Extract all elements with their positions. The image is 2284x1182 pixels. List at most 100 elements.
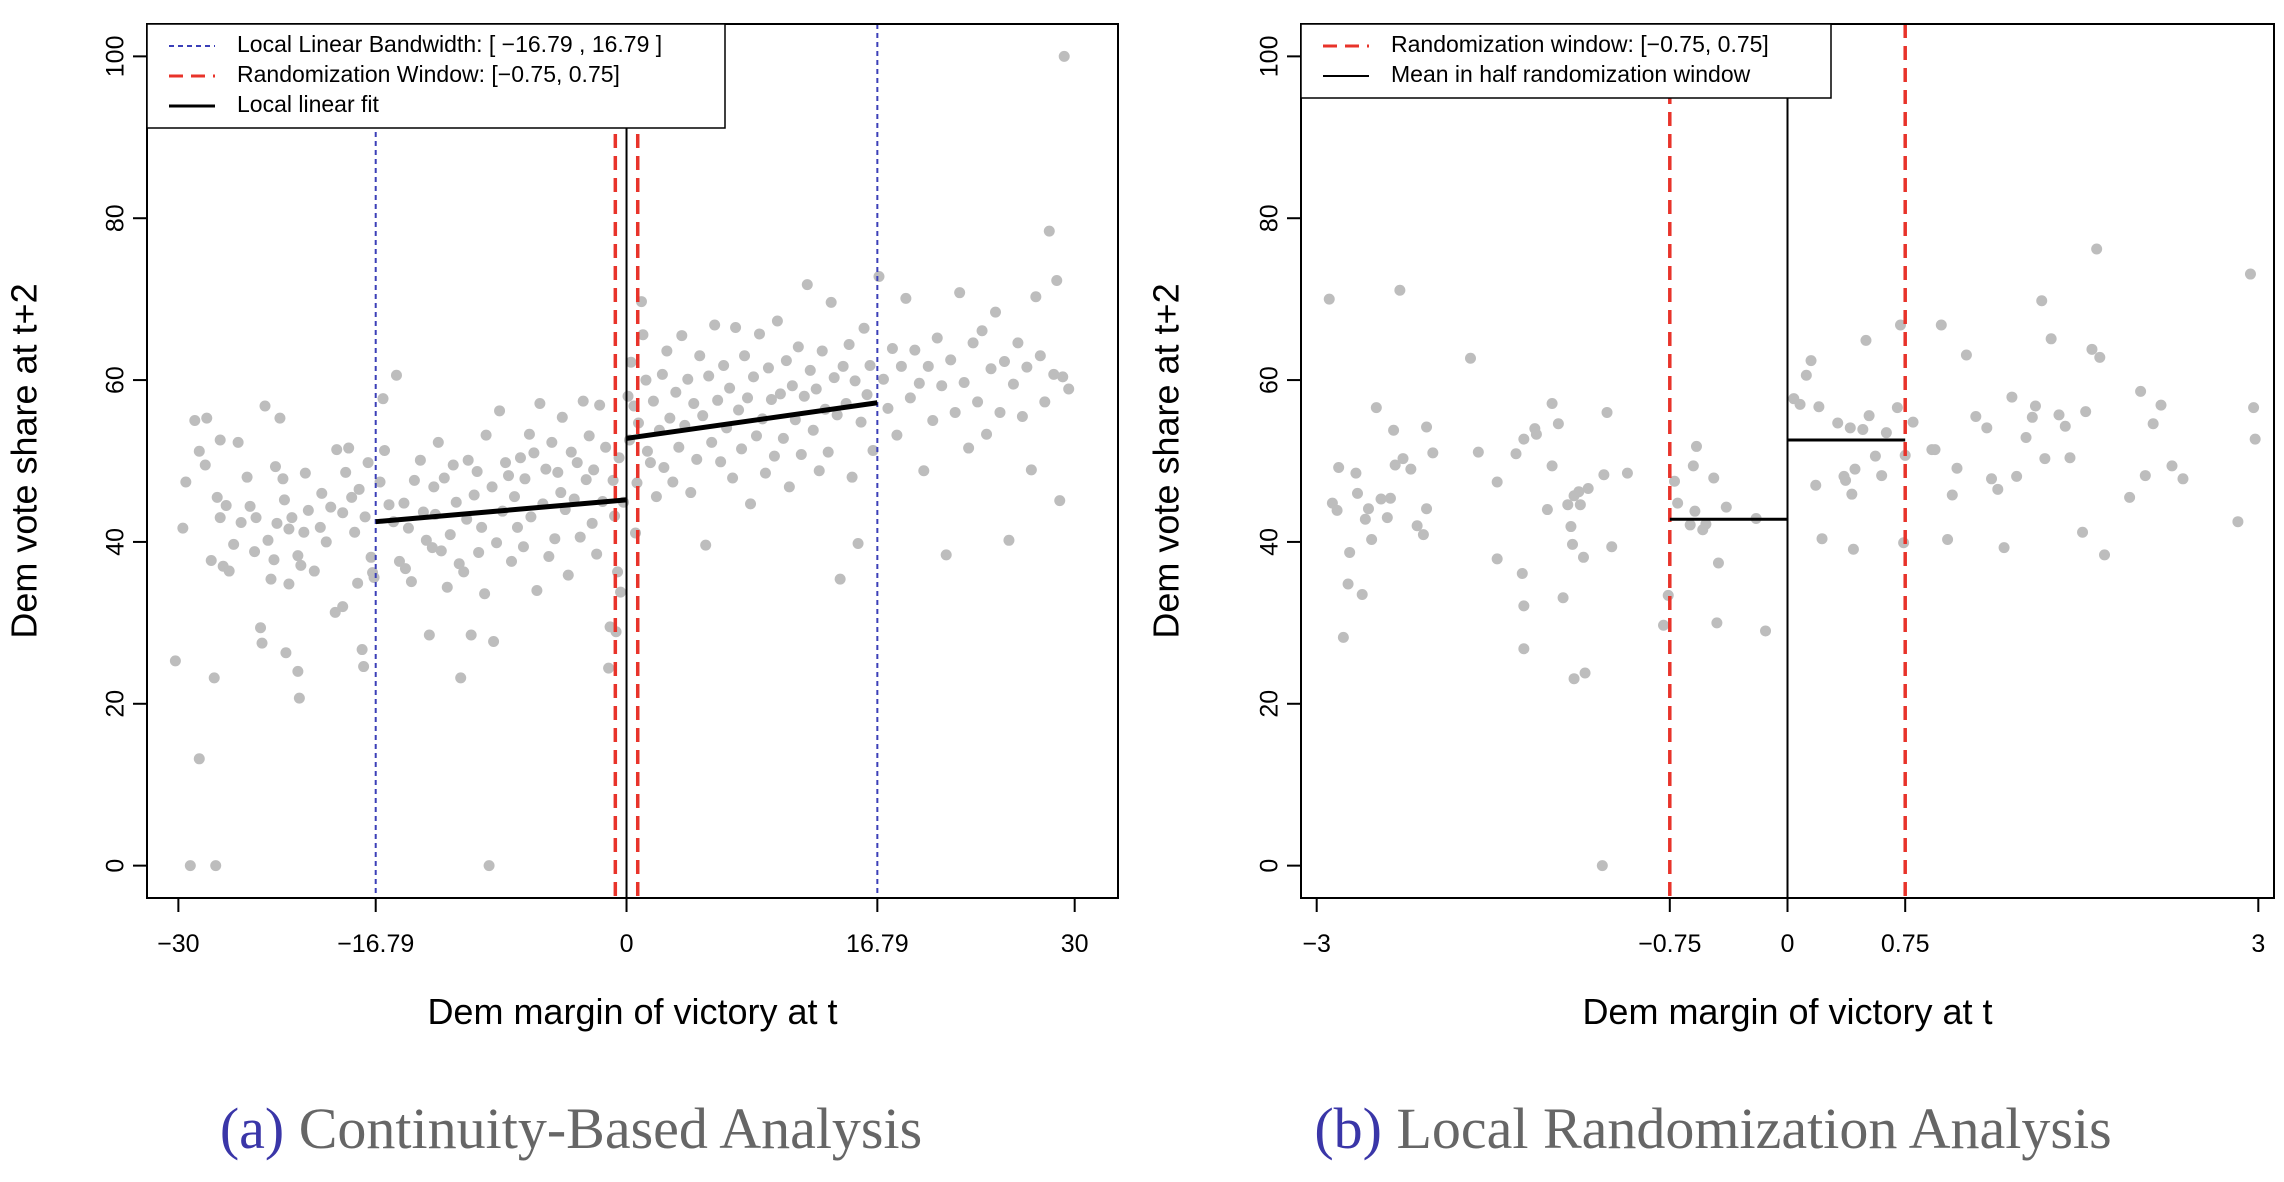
data-point [1491,553,1503,565]
data-point [441,581,453,593]
data-point [274,412,286,424]
fit-line [626,400,878,441]
data-point [337,601,349,613]
data-point [670,386,682,398]
data-point [1025,464,1037,476]
data-point [900,292,912,304]
x-tick-label: 0 [620,930,634,958]
data-point [540,463,552,475]
data-point [676,330,688,342]
data-point [220,500,232,512]
data-point [588,464,600,476]
data-point [640,374,652,386]
data-point [1942,533,1954,545]
data-point [1860,334,1872,346]
data-point [292,665,304,677]
data-point [455,672,467,684]
data-point [846,471,858,483]
data-point [398,497,410,509]
data-point [1960,349,1972,361]
data-point [1366,533,1378,545]
data-point [706,436,718,448]
data-point [664,412,676,424]
legend-label: Randomization Window: [−0.75, 0.75] [237,61,620,87]
data-point [2249,433,2261,445]
legend-label: Mean in half randomization window [1391,61,1751,87]
data-point [343,442,355,454]
data-point [2248,402,2260,414]
data-point [780,355,792,367]
data-point [356,644,368,656]
data-point [503,470,515,482]
data-point [688,398,700,410]
data-point [1518,600,1530,612]
data-point [316,487,328,499]
data-point [302,504,314,516]
data-point [1684,519,1696,531]
data-point [214,434,226,446]
data-point [349,526,361,538]
data-point [255,622,267,634]
legend-label: Local Linear Bandwidth: [ −16.79 , 16.79… [237,31,662,57]
data-point [804,364,816,376]
data-point [1847,543,1859,555]
data-point [1530,428,1542,440]
data-point [208,672,220,684]
data-point [471,466,483,478]
data-point [468,489,480,501]
data-point [1541,504,1553,516]
data-point [476,521,488,533]
data-point [591,548,603,560]
data-point [278,494,290,506]
plot-frame [146,23,1119,899]
data-point [262,534,274,546]
data-point [891,429,903,441]
data-point [2177,473,2189,485]
data-point [458,566,470,578]
data-point [768,450,780,462]
data-point [922,360,934,372]
data-point [637,329,649,341]
data-point [603,662,615,674]
chart-a: −30 −16.79 0 16.79 30 0 20 40 60 80 100 Dem margin … [4,23,1119,1032]
data-point [864,360,876,372]
data-point [1816,533,1828,545]
data-point [534,398,546,410]
data-point [990,306,1002,318]
data-point [352,577,364,589]
data-point [661,345,673,357]
legend-label: Randomization window: [−0.75, 0.75] [1391,31,1769,57]
data-point [2053,409,2065,421]
data-point [580,474,592,486]
data-point [1579,667,1591,679]
data-point [565,446,577,458]
data-point [447,459,459,471]
data-point [359,511,371,523]
data-point [1043,225,1055,237]
data-point [1840,474,1852,486]
caption-a: (a) Continuity-Based Analysis [0,1100,1142,1158]
data-point [753,328,765,340]
data-point [393,555,405,567]
data-point [774,388,786,400]
data-point [353,483,365,495]
data-point [712,394,724,406]
data-point [1331,504,1343,516]
data-point [479,588,491,600]
data-point [1381,512,1393,524]
data-point [365,551,377,563]
data-point [450,496,462,508]
data-point [399,563,411,575]
data-point [368,572,380,584]
data-point [882,402,894,414]
data-point [320,536,332,548]
data-point [1054,495,1066,507]
data-point [786,380,798,392]
data-point [549,533,561,545]
data-point [849,375,861,387]
data-point [1621,467,1633,479]
data-point [985,363,997,375]
data-point [2077,526,2089,538]
data-point [586,517,598,529]
data-point [694,350,706,362]
